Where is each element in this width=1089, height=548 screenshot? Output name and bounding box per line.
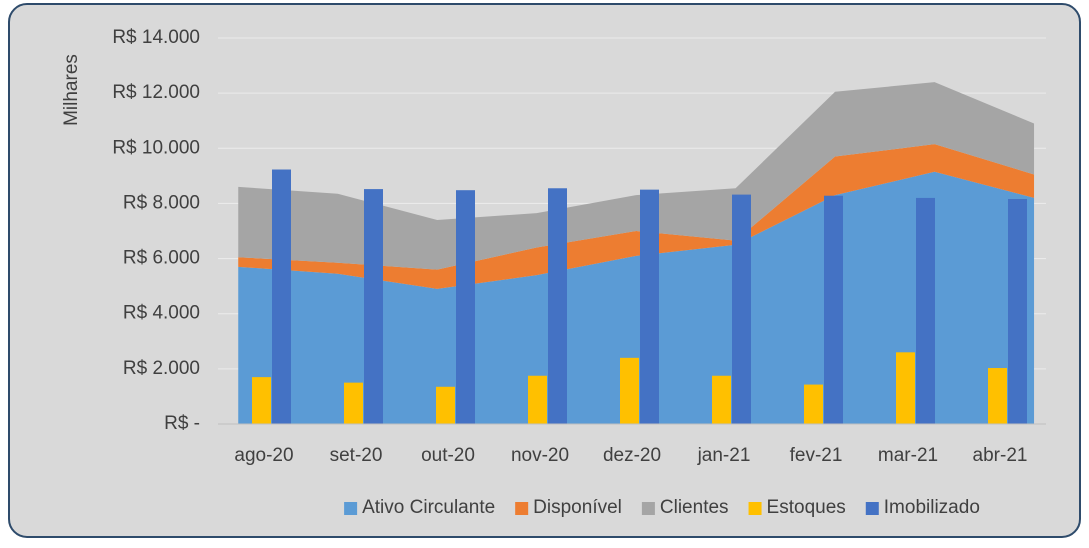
- bar: [804, 384, 823, 424]
- legend-swatch: [344, 502, 358, 515]
- y-tick-label: R$ 10.000: [112, 137, 200, 158]
- bar: [620, 357, 639, 424]
- legend-label: Disponível: [533, 497, 622, 518]
- legend-swatch: [515, 502, 529, 515]
- x-tick-label: abr-21: [973, 445, 1028, 466]
- x-tick-label: set-20: [330, 445, 383, 466]
- bar: [1008, 199, 1027, 424]
- bar: [364, 189, 383, 424]
- y-tick-label: R$ 12.000: [112, 82, 200, 103]
- x-tick-label: out-20: [421, 445, 475, 466]
- bar: [528, 375, 547, 424]
- bar: [436, 386, 455, 424]
- y-tick-label: R$ 14.000: [112, 27, 200, 48]
- x-tick-label: fev-21: [790, 445, 843, 466]
- bar: [456, 190, 475, 424]
- legend-label: Ativo Circulante: [362, 497, 495, 518]
- y-tick-label: R$ 6.000: [123, 248, 200, 269]
- bar: [712, 375, 731, 424]
- legend-swatch: [641, 502, 655, 515]
- bar: [732, 194, 751, 424]
- y-tick-label: R$ -: [164, 413, 200, 434]
- x-tick-label: dez-20: [603, 445, 661, 466]
- y-tick-label: R$ 8.000: [123, 192, 200, 213]
- y-tick-label: R$ 2.000: [123, 358, 200, 379]
- legend-label: Imobilizado: [884, 497, 980, 518]
- bar: [640, 189, 659, 424]
- x-tick-label: mar-21: [878, 445, 938, 466]
- area: [238, 144, 1035, 289]
- bar: [344, 382, 363, 424]
- bar: [824, 195, 843, 424]
- legend-swatch: [748, 502, 762, 515]
- y-axis-title: Milhares: [61, 54, 82, 126]
- legend-label: Clientes: [660, 497, 729, 518]
- x-tick-label: jan-21: [697, 445, 751, 466]
- bar: [988, 368, 1007, 424]
- bar: [896, 352, 915, 424]
- legend-swatch: [865, 502, 879, 515]
- x-tick-label: ago-20: [234, 445, 293, 466]
- bar: [548, 188, 567, 424]
- y-tick-label: R$ 4.000: [123, 303, 200, 324]
- bar: [916, 197, 935, 424]
- bar: [272, 169, 291, 424]
- bar: [252, 377, 271, 424]
- x-tick-label: nov-20: [511, 445, 569, 466]
- area: [238, 82, 1035, 270]
- legend-label: Estoques: [767, 497, 846, 518]
